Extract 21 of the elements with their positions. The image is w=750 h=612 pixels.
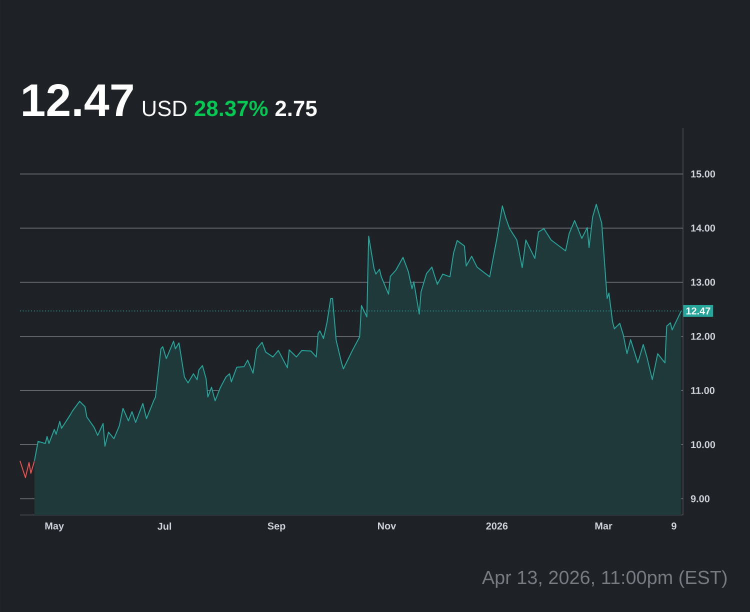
y-tick-label: 13.00 — [691, 278, 716, 286]
x-tick-label: 2026 — [486, 522, 508, 530]
y-tick-label: 15.00 — [691, 170, 716, 178]
x-tick-label: Nov — [378, 522, 396, 530]
ref-line-label: 12.47 — [686, 307, 710, 314]
chart-title: 12.47 — [23, 84, 133, 116]
text: 2.75 — [275, 100, 317, 116]
x-tick-label: Jul — [157, 522, 172, 530]
text: USD — [142, 100, 187, 116]
line-series — [20, 460, 35, 478]
y-tick-label: 14.00 — [691, 224, 716, 232]
y-tick-label: 12.00 — [691, 332, 716, 340]
x-tick-label: May — [45, 522, 64, 532]
text: 28.37% — [194, 100, 268, 116]
y-tick-label: 9.00 — [690, 495, 710, 502]
y-tick-label: 10.00 — [691, 441, 716, 448]
x-tick-label: Sep — [268, 522, 286, 532]
x-tick-label: Mar — [595, 522, 612, 530]
x-tick-label: 9 — [672, 522, 676, 530]
y-tick-label: 11.00 — [691, 386, 715, 394]
text: Apr 13, 2026, 11:00pm (EST) — [482, 570, 727, 588]
